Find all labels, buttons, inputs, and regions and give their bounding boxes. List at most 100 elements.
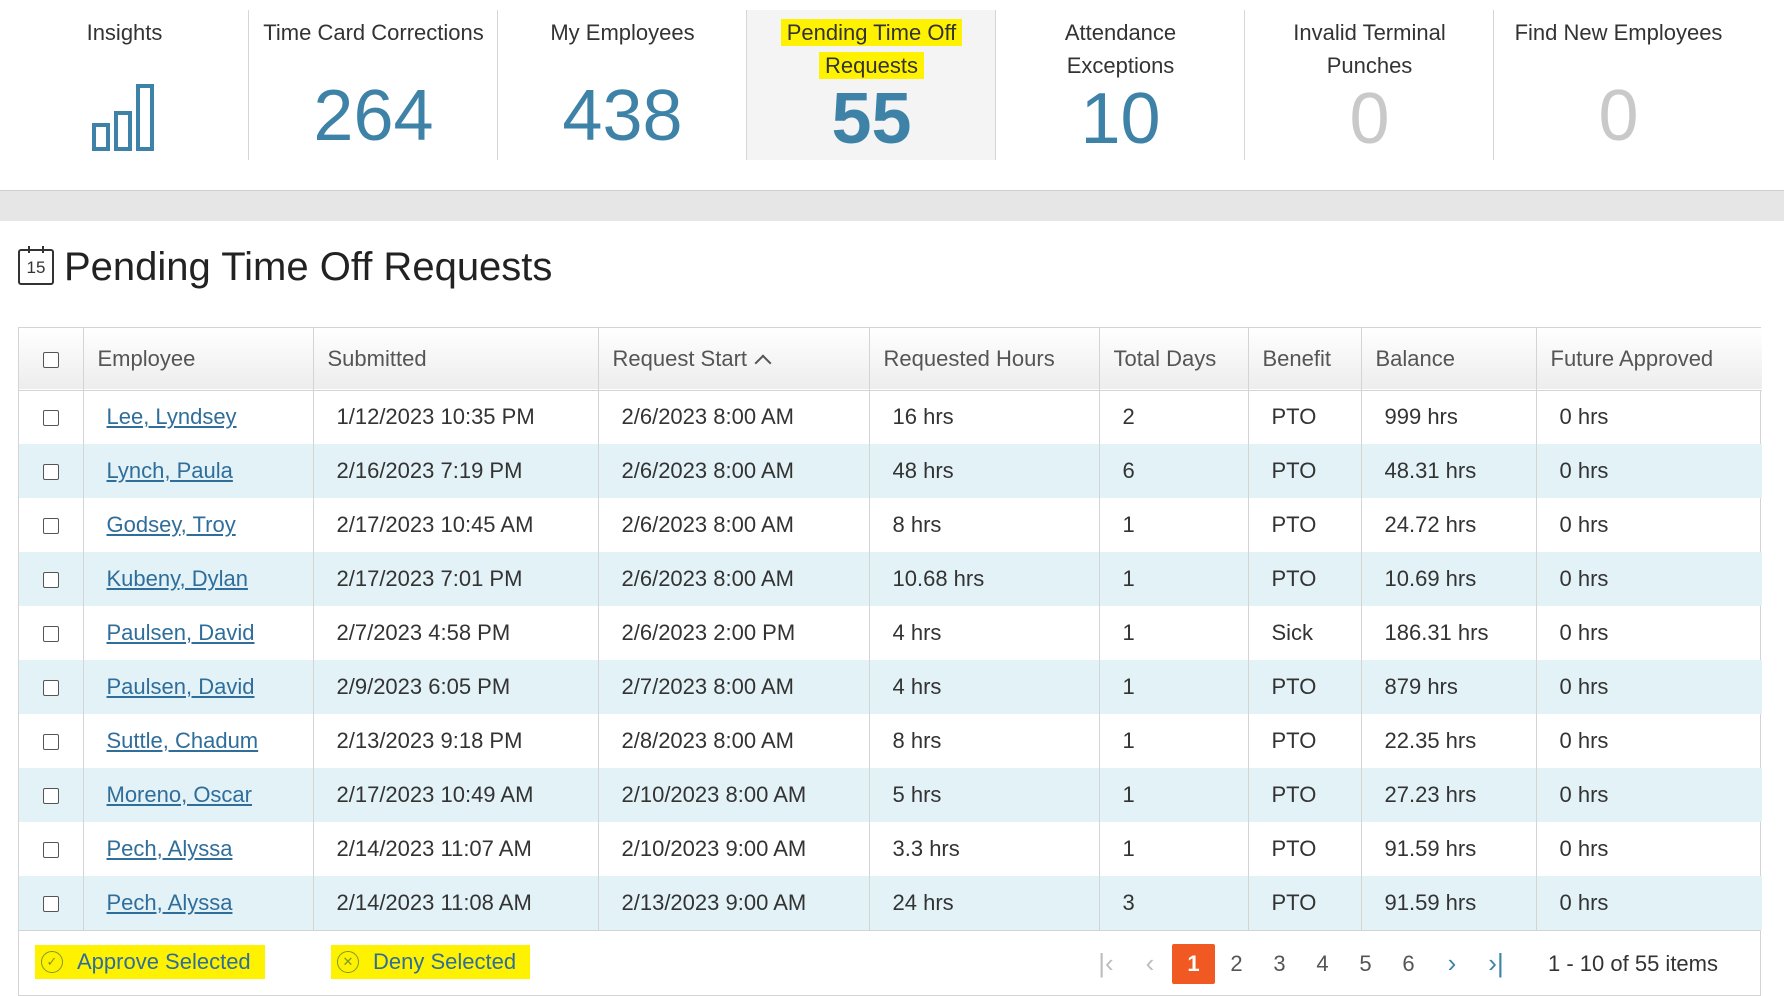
row-checkbox[interactable] (42, 680, 59, 697)
tile-time-card-corrections[interactable]: Time Card Corrections 264 (249, 10, 498, 160)
page-button-1[interactable]: 1 (1172, 943, 1216, 984)
column-header-requested-hours[interactable]: Requested Hours (869, 328, 1100, 390)
tile-count: 55 (831, 79, 912, 159)
tile-label: Time Card Corrections (263, 20, 484, 45)
row-checkbox[interactable] (42, 464, 59, 481)
page-button-2[interactable]: 2 (1230, 950, 1243, 976)
employee-cell: Kubeny, Dylan (83, 552, 314, 606)
employee-link[interactable]: Lynch, Paula (106, 458, 233, 483)
tile-invalid-terminal-punches[interactable]: Invalid Terminal Punches 0 (1245, 10, 1494, 160)
calendar-icon: 15 (18, 246, 54, 285)
tile-label: My Employees (550, 20, 695, 45)
tile-my-employees[interactable]: My Employees 438 (498, 10, 747, 160)
submitted-cell: 2/14/2023 11:07 AM (313, 822, 599, 876)
benefit-cell: PTO (1248, 444, 1362, 498)
request-start-cell: 2/10/2023 9:00 AM (598, 822, 870, 876)
row-select-cell (19, 552, 84, 606)
first-page-icon[interactable]: |‹ (1098, 948, 1114, 978)
row-checkbox[interactable] (42, 410, 59, 427)
column-header-total-days[interactable]: Total Days (1099, 328, 1249, 390)
employee-link[interactable]: Paulsen, David (106, 620, 255, 645)
tile-label: Attendance Exceptions (1003, 16, 1239, 82)
page-button-4[interactable]: 4 (1316, 950, 1329, 976)
employee-link[interactable]: Paulsen, David (106, 674, 255, 699)
balance-cell: 91.59 hrs (1361, 822, 1537, 876)
row-checkbox[interactable] (42, 518, 59, 535)
table-row: Paulsen, David 2/9/2023 6:05 PM 2/7/2023… (19, 660, 1762, 714)
total-days-cell: 2 (1099, 390, 1249, 444)
employee-link[interactable]: Godsey, Troy (106, 512, 236, 537)
future-approved-cell: 0 hrs (1559, 674, 1609, 699)
tile-pending-time-off-requests[interactable]: Pending Time Off Requests 55 (747, 10, 996, 160)
column-header-balance[interactable]: Balance (1361, 328, 1537, 390)
employee-cell: Paulsen, David (83, 660, 314, 714)
column-header-future-approved[interactable]: Future Approved (1550, 345, 1714, 371)
balance-cell: 186.31 hrs (1361, 606, 1537, 660)
tile-insights[interactable]: Insights (0, 10, 249, 160)
page-button-3[interactable]: 3 (1273, 950, 1286, 976)
calendar-icon-day: 15 (26, 258, 46, 277)
future-approved-cell: 0 hrs (1559, 566, 1609, 591)
benefit-cell: PTO (1248, 822, 1362, 876)
row-checkbox[interactable] (42, 788, 59, 805)
tile-find-new-employees[interactable]: Find New Employees 0 (1494, 10, 1743, 160)
balance-cell: 22.35 hrs (1361, 714, 1537, 768)
row-checkbox[interactable] (42, 896, 59, 913)
x-circle-icon: ✕ (337, 951, 359, 973)
next-page-icon[interactable]: › (1447, 948, 1457, 978)
deny-selected-button[interactable]: ✕ Deny Selected (331, 945, 531, 979)
page-button-5[interactable]: 5 (1359, 950, 1372, 976)
table-row: Pech, Alyssa 2/14/2023 11:07 AM 2/10/202… (19, 822, 1762, 876)
total-days-cell: 1 (1099, 660, 1249, 714)
page-button-6[interactable]: 6 (1402, 950, 1415, 976)
employee-link[interactable]: Moreno, Oscar (106, 782, 253, 807)
row-checkbox[interactable] (42, 734, 59, 751)
tile-label-line: Invalid Terminal (1293, 20, 1446, 45)
select-all-checkbox[interactable] (42, 351, 59, 368)
request-start-cell: 2/6/2023 8:00 AM (598, 552, 870, 606)
table-row: Paulsen, David 2/7/2023 4:58 PM 2/6/2023… (19, 606, 1762, 660)
future-approved-cell: 0 hrs (1559, 458, 1609, 483)
tile-count: 264 (313, 76, 434, 156)
employee-cell: Moreno, Oscar (83, 768, 314, 822)
employee-link[interactable]: Suttle, Chadum (106, 728, 259, 753)
row-checkbox[interactable] (42, 626, 59, 643)
tile-label: Insights (86, 20, 163, 45)
total-days-cell: 1 (1099, 498, 1249, 552)
total-days-cell: 1 (1099, 768, 1249, 822)
column-header-submitted[interactable]: Submitted (313, 328, 599, 390)
employee-cell: Pech, Alyssa (83, 876, 314, 930)
employee-link[interactable]: Pech, Alyssa (106, 890, 233, 915)
last-page-icon[interactable]: ›| (1488, 948, 1504, 978)
total-days-cell: 6 (1099, 444, 1249, 498)
total-days-cell: 1 (1099, 606, 1249, 660)
requested-hours-cell: 5 hrs (869, 768, 1100, 822)
total-days-cell: 1 (1099, 714, 1249, 768)
employee-link[interactable]: Kubeny, Dylan (106, 566, 248, 591)
future-approved-cell: 0 hrs (1559, 620, 1609, 645)
employee-cell: Suttle, Chadum (83, 714, 314, 768)
request-start-cell: 2/6/2023 8:00 AM (598, 444, 870, 498)
column-header-benefit[interactable]: Benefit (1248, 328, 1362, 390)
table-row: Godsey, Troy 2/17/2023 10:45 AM 2/6/2023… (19, 498, 1762, 552)
submitted-cell: 2/9/2023 6:05 PM (313, 660, 599, 714)
row-checkbox[interactable] (42, 842, 59, 859)
request-start-cell: 2/6/2023 2:00 PM (598, 606, 870, 660)
row-checkbox[interactable] (42, 572, 59, 589)
tile-label: Find New Employees (1514, 20, 1723, 45)
grid-header-row: Employee Submitted Request Start Request… (19, 328, 1762, 390)
row-select-cell (19, 714, 84, 768)
previous-page-icon[interactable]: ‹ (1145, 948, 1155, 978)
future-approved-cell: 0 hrs (1559, 782, 1609, 807)
employee-link[interactable]: Pech, Alyssa (106, 836, 233, 861)
column-header-request-start[interactable]: Request Start (598, 328, 870, 390)
future-approved-cell: 0 hrs (1559, 404, 1609, 430)
tile-attendance-exceptions[interactable]: Attendance Exceptions 10 (996, 10, 1245, 160)
pager: |‹ ‹ 1 2 3 4 5 6 › ›| 1 - 10 of 55 items (1084, 931, 1760, 996)
approve-selected-button[interactable]: ✓ Approve Selected (35, 945, 265, 979)
benefit-cell: PTO (1248, 552, 1362, 606)
employee-link[interactable]: Lee, Lyndsey (106, 404, 237, 430)
total-days-cell: 1 (1099, 552, 1249, 606)
column-header-employee[interactable]: Employee (83, 328, 314, 390)
table-row: Kubeny, Dylan 2/17/2023 7:01 PM 2/6/2023… (19, 552, 1762, 606)
